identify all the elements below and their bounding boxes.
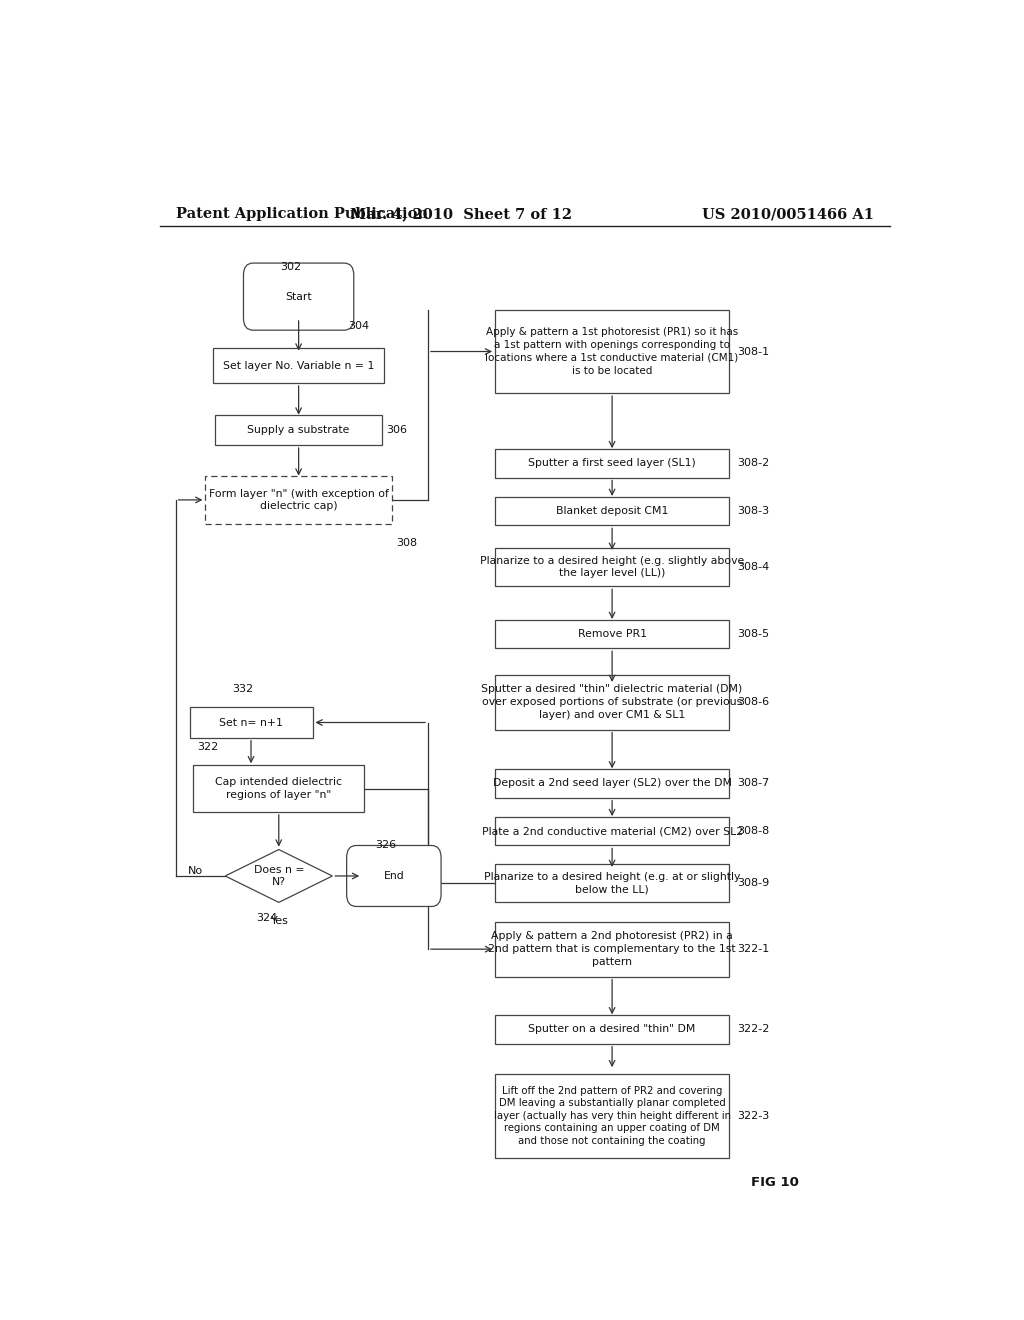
Bar [495,449,729,478]
FancyBboxPatch shape [347,846,441,907]
Bar [495,496,729,525]
Text: Lift off the 2nd pattern of PR2 and covering
DM leaving a substantially planar c: Lift off the 2nd pattern of PR2 and cove… [494,1086,730,1146]
Text: Apply & pattern a 2nd photoresist (PR2) in a
2nd pattern that is complementary t: Apply & pattern a 2nd photoresist (PR2) … [488,932,736,968]
Bar [495,1074,729,1158]
Text: 308-8: 308-8 [737,826,769,837]
Text: 322-2: 322-2 [737,1024,769,1035]
Text: 308-5: 308-5 [737,630,769,639]
Text: Supply a substrate: Supply a substrate [248,425,350,434]
FancyBboxPatch shape [244,263,353,330]
Text: Patent Application Publication: Patent Application Publication [176,207,428,222]
Bar [495,863,729,903]
Text: Blanket deposit CM1: Blanket deposit CM1 [556,506,669,516]
Bar [495,310,729,393]
Bar [495,675,729,730]
Text: Planarize to a desired height (e.g. at or slightly
below the LL): Planarize to a desired height (e.g. at o… [484,871,740,895]
Polygon shape [225,850,333,903]
Text: Form layer "n" (with exception of
dielectric cap): Form layer "n" (with exception of dielec… [209,488,388,511]
Bar [495,548,729,586]
Text: Set layer No. Variable n = 1: Set layer No. Variable n = 1 [223,360,375,371]
Text: Apply & pattern a 1st photoresist (PR1) so it has
a 1st pattern with openings co: Apply & pattern a 1st photoresist (PR1) … [485,327,738,376]
Text: 306: 306 [386,425,407,434]
Text: Planarize to a desired height (e.g. slightly above
the layer level (LL)): Planarize to a desired height (e.g. slig… [480,556,744,578]
Bar [495,620,729,648]
Text: 322-1: 322-1 [737,944,769,954]
Text: Remove PR1: Remove PR1 [578,630,646,639]
Text: 332: 332 [232,684,254,694]
Bar [213,348,384,383]
Text: Cap intended dielectric
regions of layer "n": Cap intended dielectric regions of layer… [215,777,342,800]
Bar [495,921,729,977]
Bar [495,770,729,797]
Text: No: No [187,866,203,876]
Text: 302: 302 [281,263,301,272]
Bar [194,766,365,812]
Bar [206,475,392,524]
Text: 308-2: 308-2 [737,458,769,469]
Text: Set n= n+1: Set n= n+1 [219,718,283,727]
Text: End: End [383,871,404,880]
Text: 308-3: 308-3 [737,506,769,516]
Text: 304: 304 [348,321,370,331]
Bar [495,1015,729,1044]
Text: 308-4: 308-4 [737,562,769,572]
Text: 308-6: 308-6 [737,697,769,708]
Text: Mar. 4, 2010  Sheet 7 of 12: Mar. 4, 2010 Sheet 7 of 12 [350,207,572,222]
Bar [189,708,312,738]
Text: Sputter on a desired "thin" DM: Sputter on a desired "thin" DM [528,1024,695,1035]
Bar [215,414,382,445]
Text: 322: 322 [198,742,219,752]
Text: Sputter a desired "thin" dielectric material (DM)
over exposed portions of subst: Sputter a desired "thin" dielectric mate… [481,684,742,719]
Text: Does n =
N?: Does n = N? [254,865,304,887]
Text: 308-1: 308-1 [737,347,769,356]
Bar [495,817,729,846]
Text: FIG 10: FIG 10 [752,1176,800,1189]
Text: 326: 326 [376,841,396,850]
Text: Start: Start [286,292,312,302]
Text: 308-9: 308-9 [737,878,769,888]
Text: 308-7: 308-7 [737,779,769,788]
Text: Sputter a first seed layer (SL1): Sputter a first seed layer (SL1) [528,458,696,469]
Text: Plate a 2nd conductive material (CM2) over SL2: Plate a 2nd conductive material (CM2) ov… [481,826,742,837]
Text: Yes: Yes [271,916,290,925]
Text: 322-3: 322-3 [737,1111,769,1121]
Text: 308: 308 [396,537,417,548]
Text: Deposit a 2nd seed layer (SL2) over the DM: Deposit a 2nd seed layer (SL2) over the … [493,779,731,788]
Text: US 2010/0051466 A1: US 2010/0051466 A1 [702,207,873,222]
Text: 324: 324 [256,912,278,923]
